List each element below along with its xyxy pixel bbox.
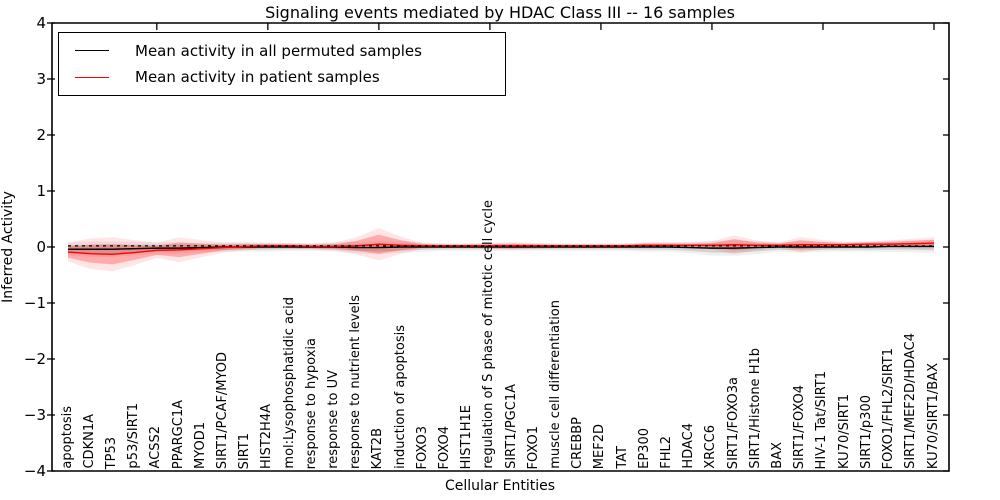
x-category-label: TP53	[103, 436, 119, 469]
x-category-label: SIRT1/PCAF/MYOD	[214, 351, 230, 469]
x-axis-label: Cellular Entities	[444, 478, 556, 494]
x-category-label: SIRT1/p300	[858, 395, 874, 469]
x-category-label: PPARGC1A	[170, 399, 186, 469]
legend: Mean activity in all permuted samples Me…	[58, 32, 506, 96]
x-category-label: ACSS2	[148, 426, 164, 469]
x-category-label: MYOD1	[192, 422, 208, 469]
x-category-label: KU70/SIRT1/BAX	[925, 362, 941, 469]
x-category-label: CDKN1A	[81, 414, 97, 469]
chart-title: Signaling events mediated by HDAC Class …	[265, 3, 735, 22]
legend-label: Mean activity in all permuted samples	[135, 41, 422, 60]
y-tick-label: 2	[36, 126, 46, 144]
permuted-std-band	[68, 239, 934, 257]
x-category-label: CREBBP	[570, 417, 586, 469]
x-category-label: response to nutrient levels	[348, 294, 364, 469]
x-category-label: MEF2D	[592, 423, 608, 469]
x-category-label: response to UV	[325, 370, 341, 469]
x-category-label: KAT2B	[370, 427, 386, 469]
legend-item-permuted: Mean activity in all permuted samples	[59, 42, 505, 60]
x-category-label: BAX	[770, 442, 786, 469]
x-category-label: HIV-1 Tat/SIRT1	[814, 370, 830, 469]
x-category-label: HIST1H1E	[459, 404, 475, 469]
x-category-label: FOXO1/FHL2/SIRT1	[881, 347, 897, 469]
y-tick-label: −2	[23, 350, 46, 368]
red-line-sample-icon	[75, 76, 109, 78]
y-tick-label: 4	[36, 14, 46, 32]
legend-item-patient: Mean activity in patient samples	[59, 68, 505, 86]
black-line-sample-icon	[75, 50, 109, 52]
legend-label: Mean activity in patient samples	[135, 68, 380, 87]
x-category-label: SIRT1/FOXO3a	[725, 376, 741, 469]
x-category-label: p53/SIRT1	[126, 403, 142, 469]
x-category-label: FOXO1	[525, 425, 541, 469]
y-tick-label: −1	[23, 294, 46, 312]
x-category-label: induction of apoptosis	[392, 325, 408, 469]
x-category-label: muscle cell differentiation	[548, 300, 563, 469]
y-tick-label: −3	[23, 406, 46, 424]
x-category-label: FOXO3	[414, 425, 430, 469]
x-category-label: HIST2H4A	[259, 403, 275, 469]
x-category-label: TAT	[614, 446, 630, 469]
x-category-label: apoptosis	[59, 406, 75, 469]
x-category-label: SIRT1/FOXO4	[792, 384, 808, 469]
x-category-label: KU70/SIRT1	[836, 394, 852, 469]
x-category-label: SIRT1	[237, 432, 253, 469]
x-category-label: EP300	[636, 428, 652, 469]
x-category-label: SIRT1/Histone H1b	[747, 348, 763, 469]
y-tick-label: 0	[36, 238, 46, 256]
x-category-label: response to hypoxia	[303, 337, 319, 469]
x-category-label: FHL2	[659, 436, 675, 469]
x-category-label: SIRT1/PGC1A	[503, 384, 519, 469]
x-category-label: HDAC4	[681, 423, 697, 469]
patient-std-band	[68, 228, 934, 272]
x-category-label: mol:Lysophosphatidic acid	[281, 297, 297, 469]
x-category-label: FOXO4	[436, 425, 452, 469]
x-category-label: SIRT1/MEF2D/HDAC4	[903, 333, 919, 469]
permuted-mean-line	[68, 245, 934, 250]
y-tick-label: −4	[23, 462, 46, 480]
y-tick-label: 1	[36, 182, 46, 200]
x-category-label: regulation of S phase of mitotic cell cy…	[481, 200, 497, 469]
y-tick-label: 3	[36, 70, 46, 88]
x-category-label: XRCC6	[703, 425, 719, 469]
patient-mean-line	[67, 242, 935, 255]
